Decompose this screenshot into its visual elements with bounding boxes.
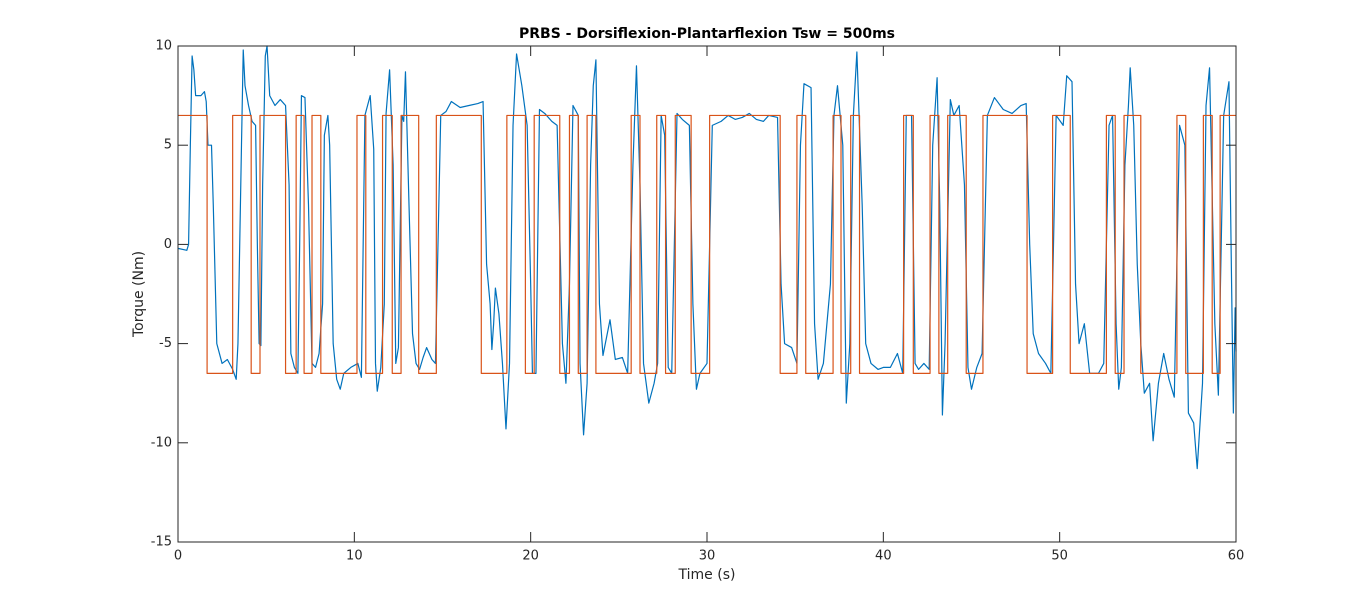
y-tick-label: 5 [164,138,172,153]
data-line [177,45,1237,470]
x-axis-label: Time (s) [678,567,736,583]
x-tick-label: 30 [699,549,716,564]
y-tick-label: 10 [155,39,172,54]
y-tick-label: -10 [151,435,172,450]
y-tick-label: -15 [151,535,172,550]
x-tick-label: 40 [875,549,892,564]
y-tick-label: 0 [164,237,172,252]
x-tick-label: 20 [522,549,539,564]
x-tick-label: 50 [1051,549,1068,564]
chart-title: PRBS - Dorsiflexion-Plantarflexion Tsw =… [519,26,895,42]
axes-box [177,45,1237,543]
y-axis-label: Torque (Nm) [131,251,147,338]
x-tick-label: 60 [1228,549,1245,564]
y-tick-label: -5 [159,336,172,351]
data-line [178,114,1236,374]
x-tick-label: 0 [174,549,182,564]
x-tick-label: 10 [346,549,363,564]
